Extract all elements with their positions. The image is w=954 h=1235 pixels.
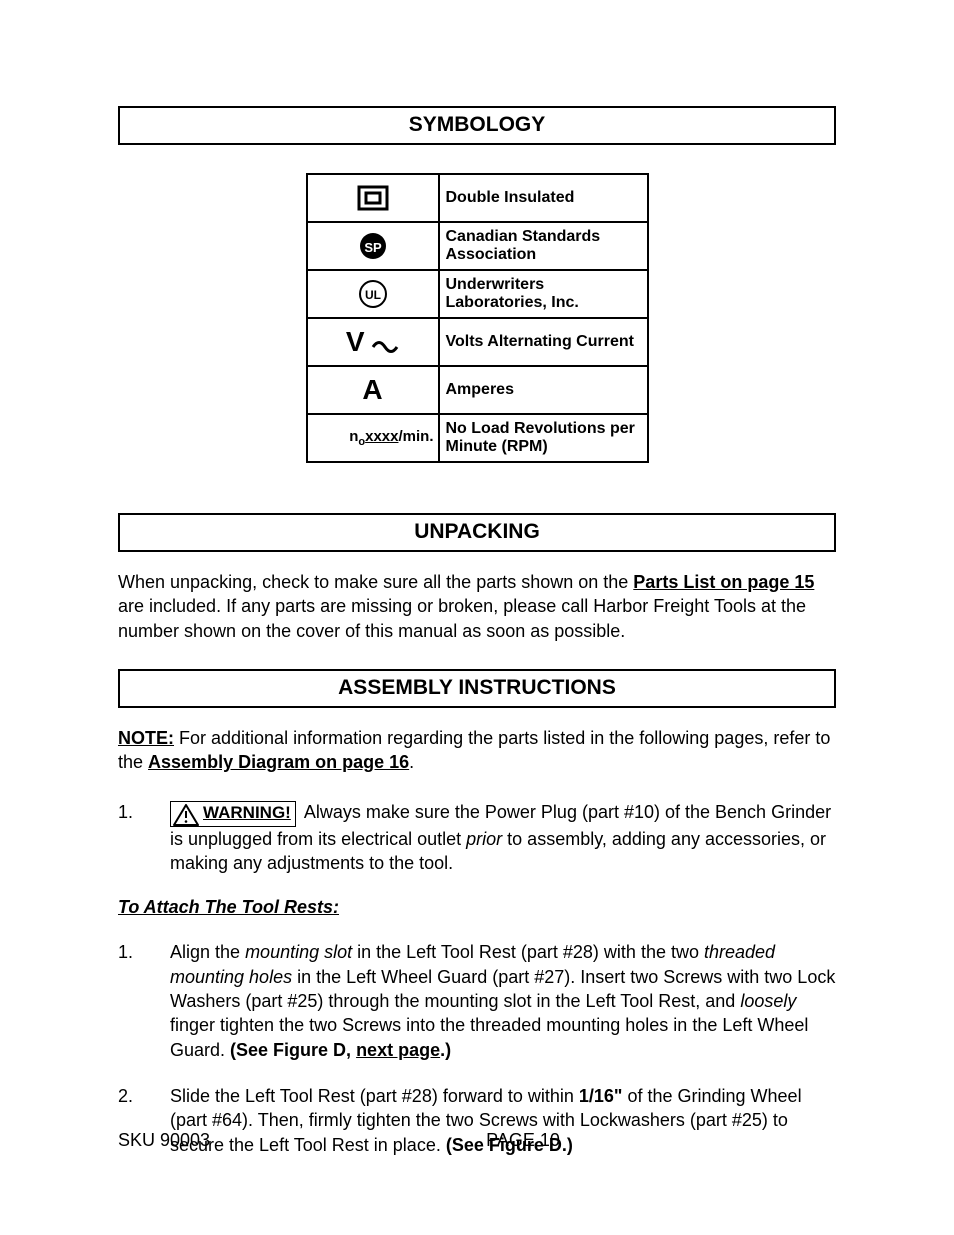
table-row: A Amperes	[307, 366, 648, 414]
table-row: noxxxx/min. No Load Revolutions per Minu…	[307, 414, 648, 462]
tool-rests-subheading: To Attach The Tool Rests:	[118, 897, 836, 918]
item-body: WARNING! Always make sure the Power Plug…	[170, 800, 836, 875]
list-item: 1. WARNING! Always make sure the Power P…	[118, 800, 836, 875]
unpacking-heading: UNPACKING	[118, 513, 836, 552]
assembly-diagram-link: Assembly Diagram on page 16	[148, 752, 409, 772]
list-item: 1. Align the mounting slot in the Left T…	[118, 940, 836, 1061]
symbol-label: Amperes	[439, 366, 648, 414]
measurement: 1/16"	[579, 1086, 623, 1106]
tool-rests-list: 1. Align the mounting slot in the Left T…	[118, 940, 836, 1156]
vac-icon: V	[307, 318, 439, 366]
rpm-n: n	[349, 428, 358, 445]
table-row: UL Underwriters Laboratories, Inc.	[307, 270, 648, 318]
amperes-icon: A	[307, 366, 439, 414]
symbol-label: No Load Revolutions per Minute (RPM)	[439, 414, 648, 462]
text: Align the	[170, 942, 245, 962]
double-insulated-icon	[307, 174, 439, 222]
unpacking-paragraph: When unpacking, check to make sure all t…	[118, 570, 836, 643]
warning-list: 1. WARNING! Always make sure the Power P…	[118, 800, 836, 875]
page-footer: SKU 90003 PAGE 10	[118, 1130, 836, 1151]
ul-icon: UL	[307, 270, 439, 318]
footer-page: PAGE 10	[486, 1130, 560, 1151]
item-number: 1.	[118, 800, 170, 875]
prior-emphasis: prior	[466, 829, 502, 849]
text: .	[409, 752, 414, 772]
note-label: NOTE:	[118, 728, 174, 748]
warning-label: WARNING!	[203, 802, 291, 825]
item-body: Align the mounting slot in the Left Tool…	[170, 940, 836, 1061]
text: are included. If any parts are missing o…	[118, 596, 806, 640]
svg-text:UL: UL	[365, 288, 381, 302]
table-row: V Volts Alternating Current	[307, 318, 648, 366]
csa-icon: SP	[307, 222, 439, 270]
page: SYMBOLOGY Double Insulated SP Canadian S…	[0, 0, 954, 1235]
symbology-table: Double Insulated SP Canadian Standards A…	[306, 173, 649, 463]
symbology-heading: SYMBOLOGY	[118, 106, 836, 145]
emphasis: loosely	[740, 991, 796, 1011]
symbol-label: Canadian Standards Association	[439, 222, 648, 270]
symbol-label: Double Insulated	[439, 174, 648, 222]
symbol-label: Volts Alternating Current	[439, 318, 648, 366]
text: in the Left Tool Rest (part #28) with th…	[352, 942, 704, 962]
rpm-icon: noxxxx/min.	[307, 414, 439, 462]
assembly-heading: ASSEMBLY INSTRUCTIONS	[118, 669, 836, 708]
rpm-x: xxxx	[365, 428, 398, 445]
symbol-label: Underwriters Laboratories, Inc.	[439, 270, 648, 318]
footer-sku: SKU 90003	[118, 1130, 210, 1151]
text: Slide the Left Tool Rest (part #28) forw…	[170, 1086, 579, 1106]
rpm-min: /min.	[398, 428, 433, 445]
table-row: SP Canadian Standards Association	[307, 222, 648, 270]
warning-triangle-icon	[173, 802, 199, 826]
item-number: 1.	[118, 940, 170, 1061]
see-figure: (See Figure D, next page.)	[230, 1040, 451, 1060]
assembly-note: NOTE: For additional information regardi…	[118, 726, 836, 775]
emphasis: mounting slot	[245, 942, 352, 962]
table-row: Double Insulated	[307, 174, 648, 222]
svg-text:SP: SP	[364, 240, 382, 255]
parts-list-link: Parts List on page 15	[633, 572, 814, 592]
warning-box: WARNING!	[170, 801, 296, 827]
text: When unpacking, check to make sure all t…	[118, 572, 633, 592]
